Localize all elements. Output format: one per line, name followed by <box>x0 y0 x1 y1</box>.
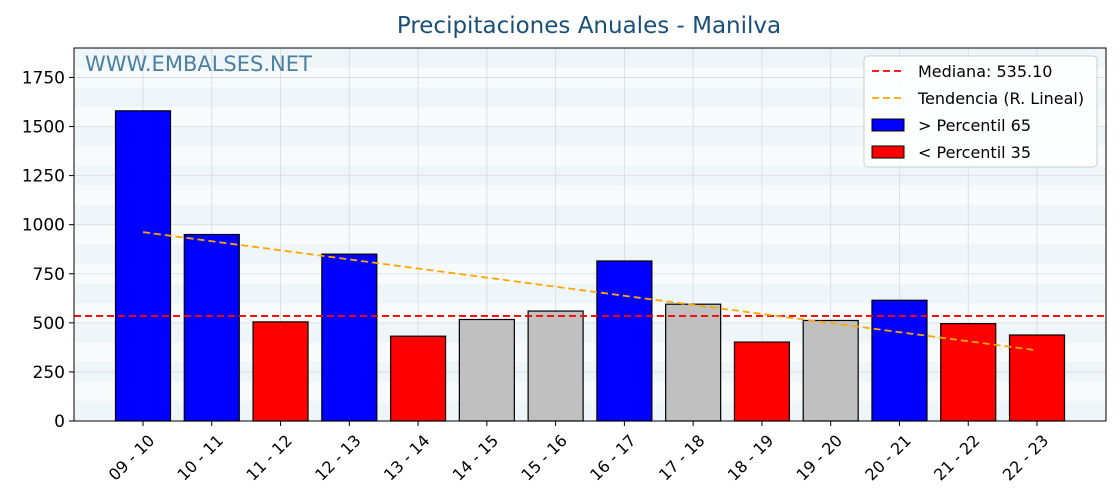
bar <box>665 303 722 422</box>
legend-label: < Percentil 35 <box>918 143 1031 162</box>
bar <box>321 253 378 422</box>
y-axis: 0 250 500 750 1000 1250 1500 1750 <box>22 68 74 432</box>
legend: Mediana: 535.10 Tendencia (R. Lineal) > P… <box>863 55 1098 168</box>
bars <box>114 110 1066 422</box>
plot-frame <box>73 47 1107 422</box>
x-tick-label: 16 - 17 <box>586 431 640 485</box>
y-tick-label: 500 <box>33 314 65 334</box>
bar <box>252 321 309 422</box>
legend-color-swatch <box>871 118 905 132</box>
bar <box>733 341 791 422</box>
trend-line <box>142 231 1038 352</box>
reference-lines <box>74 231 1106 352</box>
x-tick-label: 12 - 13 <box>311 431 365 485</box>
bar <box>802 319 859 422</box>
y-tick-label: 1250 <box>22 167 65 187</box>
bar <box>114 110 172 422</box>
y-tick-label: 1750 <box>22 68 65 88</box>
y-tick-label: 250 <box>33 363 65 383</box>
x-tick-label: 15 - 16 <box>517 431 571 485</box>
y-tick-label: 1500 <box>22 118 65 138</box>
y-tick-label: 0 <box>54 412 65 432</box>
y-tick-label: 1000 <box>22 216 65 236</box>
x-tick-label: 13 - 14 <box>380 431 434 485</box>
x-tick-label: 09 - 10 <box>105 431 159 485</box>
x-tick-label: 20 - 21 <box>861 431 915 485</box>
background-stripe <box>74 87 1106 107</box>
x-tick-label: 17 - 18 <box>655 431 709 485</box>
x-tick-label: 11 - 12 <box>242 431 296 485</box>
bar <box>183 233 240 422</box>
legend-label: Tendencia (R. Lineal) <box>917 89 1084 108</box>
background-stripe <box>74 205 1106 225</box>
bar <box>940 323 997 422</box>
bar <box>527 310 584 422</box>
y-tick-label: 750 <box>33 265 65 285</box>
background-stripe <box>74 48 1106 68</box>
bar <box>458 318 515 422</box>
x-tick-label: 22 - 23 <box>999 431 1053 485</box>
x-axis: 09 - 10 10 - 11 11 - 12 12 - 13 13 - 14 14 - … <box>105 421 1053 485</box>
legend-label: Mediana: 535.10 <box>918 62 1052 81</box>
legend-label: > Percentil 65 <box>918 116 1031 135</box>
bar <box>871 299 928 422</box>
x-tick-label: 14 - 15 <box>449 431 503 485</box>
chart-title: Precipitaciones Anuales - Manilva <box>397 13 781 39</box>
x-tick-label: 10 - 11 <box>174 431 228 485</box>
x-tick-label: 18 - 19 <box>724 431 778 485</box>
watermark: WWW.EMBALSES.NET <box>85 52 312 76</box>
x-tick-label: 19 - 20 <box>793 431 847 485</box>
legend-color-swatch <box>871 145 905 159</box>
bar <box>389 335 447 422</box>
background-stripe <box>74 126 1106 147</box>
bar <box>596 260 653 422</box>
legend-box <box>863 55 1098 168</box>
x-tick-label: 21 - 22 <box>930 431 984 485</box>
